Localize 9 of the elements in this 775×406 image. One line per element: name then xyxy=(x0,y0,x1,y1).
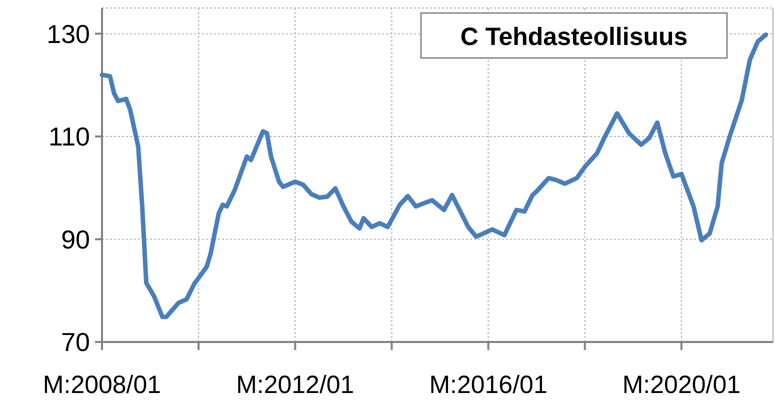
x-tick-label: M:2012/01 xyxy=(236,371,354,399)
x-tick-label: M:2016/01 xyxy=(429,371,548,399)
y-tick-label: 130 xyxy=(46,18,90,49)
y-tick-label: 70 xyxy=(61,327,90,358)
x-tick-label: M:2020/01 xyxy=(622,371,741,399)
x-tick-label: M:2008/01 xyxy=(42,371,162,399)
y-tick-label: 110 xyxy=(48,122,90,152)
y-tick-label: 90 xyxy=(61,224,90,254)
text: C Tehdasteollisuus xyxy=(460,22,688,51)
